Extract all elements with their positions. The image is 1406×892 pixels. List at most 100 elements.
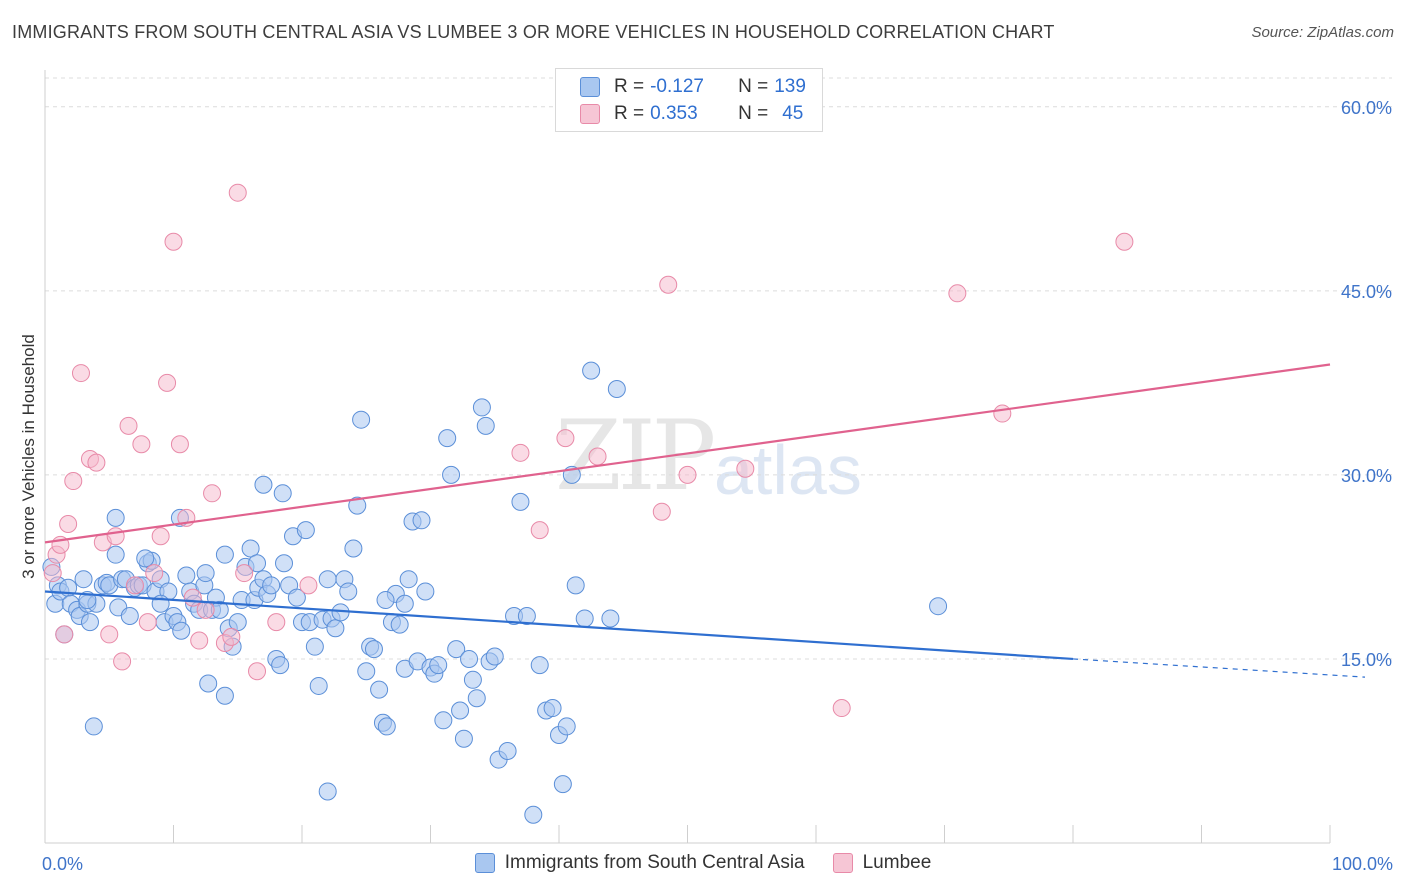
- y-tick-label: 30.0%: [1341, 466, 1392, 486]
- data-point-immigrants: [106, 545, 125, 564]
- data-point-immigrants: [451, 701, 470, 720]
- data-point-immigrants: [364, 640, 383, 659]
- data-point-immigrants: [530, 656, 549, 675]
- data-point-lumbee: [556, 429, 575, 448]
- data-point-immigrants: [199, 674, 218, 693]
- data-point-immigrants: [339, 582, 358, 601]
- data-point-lumbee: [170, 435, 189, 454]
- data-point-immigrants: [929, 597, 948, 616]
- data-point-lumbee: [106, 527, 125, 546]
- data-point-lumbee: [588, 447, 607, 466]
- chart-title: IMMIGRANTS FROM SOUTH CENTRAL ASIA VS LU…: [12, 22, 1055, 42]
- data-point-immigrants: [357, 662, 376, 681]
- r-value-blue: -0.127: [650, 76, 704, 97]
- data-point-immigrants: [517, 607, 536, 626]
- data-point-immigrants: [601, 609, 620, 628]
- r-label: R =: [614, 76, 645, 97]
- r-value-pink: 0.353: [650, 103, 698, 124]
- data-point-immigrants: [582, 361, 601, 380]
- data-point-immigrants: [120, 607, 139, 626]
- data-point-immigrants: [370, 680, 389, 699]
- n-label: N =: [738, 76, 769, 97]
- data-point-immigrants: [390, 615, 409, 634]
- data-point-immigrants: [287, 588, 306, 607]
- blue-swatch-icon: [580, 77, 600, 97]
- y-tick-label: 60.0%: [1341, 98, 1392, 118]
- data-point-immigrants: [271, 656, 290, 675]
- data-point-lumbee: [64, 472, 83, 491]
- data-point-immigrants: [467, 689, 486, 708]
- y-tick-label: 45.0%: [1341, 282, 1392, 302]
- data-point-lumbee: [164, 232, 183, 251]
- pink-swatch-icon: [832, 853, 853, 873]
- data-point-lumbee: [299, 576, 318, 595]
- data-point-immigrants: [318, 782, 337, 801]
- series-legend: Immigrants from South Central Asia Lumbe…: [0, 852, 1406, 874]
- n-label: N =: [738, 103, 769, 124]
- watermark-zip: ZIP: [555, 400, 716, 512]
- data-point-immigrants: [309, 676, 328, 695]
- data-point-immigrants: [434, 711, 453, 730]
- data-point-immigrants: [485, 647, 504, 666]
- x-tick-label: 0.0%: [42, 854, 83, 874]
- data-point-immigrants: [177, 566, 196, 585]
- data-point-immigrants: [412, 511, 431, 530]
- data-point-lumbee: [87, 453, 106, 472]
- data-point-lumbee: [100, 625, 119, 644]
- data-point-lumbee: [993, 404, 1012, 423]
- legend-item-lumbee: Lumbee: [832, 852, 931, 874]
- data-point-lumbee: [228, 183, 247, 202]
- data-point-lumbee: [196, 600, 215, 619]
- data-point-immigrants: [254, 475, 273, 494]
- data-point-immigrants: [318, 570, 337, 589]
- n-value-pink: 45: [782, 103, 804, 124]
- data-point-immigrants: [376, 591, 395, 610]
- data-point-immigrants: [442, 465, 461, 484]
- pink-swatch-icon: [580, 104, 600, 124]
- data-point-immigrants: [543, 699, 562, 718]
- data-point-immigrants: [196, 564, 215, 583]
- data-point-immigrants: [74, 570, 93, 589]
- data-point-immigrants: [344, 539, 363, 558]
- data-point-lumbee: [235, 564, 254, 583]
- data-point-immigrants: [262, 576, 281, 595]
- trendline-immigrants-extension: [1072, 658, 1366, 678]
- data-point-immigrants: [326, 619, 345, 638]
- data-point-immigrants: [296, 521, 315, 540]
- data-point-immigrants: [476, 416, 495, 435]
- data-point-lumbee: [948, 284, 967, 303]
- data-point-lumbee: [736, 459, 755, 478]
- data-point-lumbee: [659, 275, 678, 294]
- data-point-immigrants: [454, 729, 473, 748]
- source-label: Source: ZipAtlas.com: [1251, 24, 1394, 41]
- legend-item-immigrants: Immigrants from South Central Asia: [474, 852, 805, 874]
- data-point-immigrants: [416, 582, 435, 601]
- data-point-immigrants: [136, 549, 155, 568]
- data-point-immigrants: [84, 717, 103, 736]
- data-point-lumbee: [511, 443, 530, 462]
- data-point-immigrants: [607, 380, 626, 399]
- x-tick-label: 100.0%: [1332, 854, 1393, 874]
- data-point-lumbee: [151, 527, 170, 546]
- data-point-lumbee: [55, 625, 74, 644]
- data-point-lumbee: [652, 502, 671, 521]
- data-point-immigrants: [438, 429, 457, 448]
- trendline-lumbee: [44, 363, 1331, 544]
- data-point-immigrants: [172, 621, 191, 640]
- data-point-immigrants: [248, 554, 267, 573]
- data-point-immigrants: [575, 609, 594, 628]
- data-point-immigrants: [429, 656, 448, 675]
- data-point-immigrants: [80, 613, 99, 632]
- legend-label-immigrants: Immigrants from South Central Asia: [504, 852, 805, 873]
- data-point-lumbee: [530, 521, 549, 540]
- data-point-lumbee: [71, 364, 90, 383]
- data-point-immigrants: [215, 545, 234, 564]
- data-point-immigrants: [395, 594, 414, 613]
- data-point-lumbee: [190, 631, 209, 650]
- data-point-lumbee: [125, 576, 144, 595]
- data-point-immigrants: [275, 554, 294, 573]
- data-point-immigrants: [553, 775, 572, 794]
- data-point-lumbee: [59, 514, 78, 533]
- r-label: R =: [614, 103, 645, 124]
